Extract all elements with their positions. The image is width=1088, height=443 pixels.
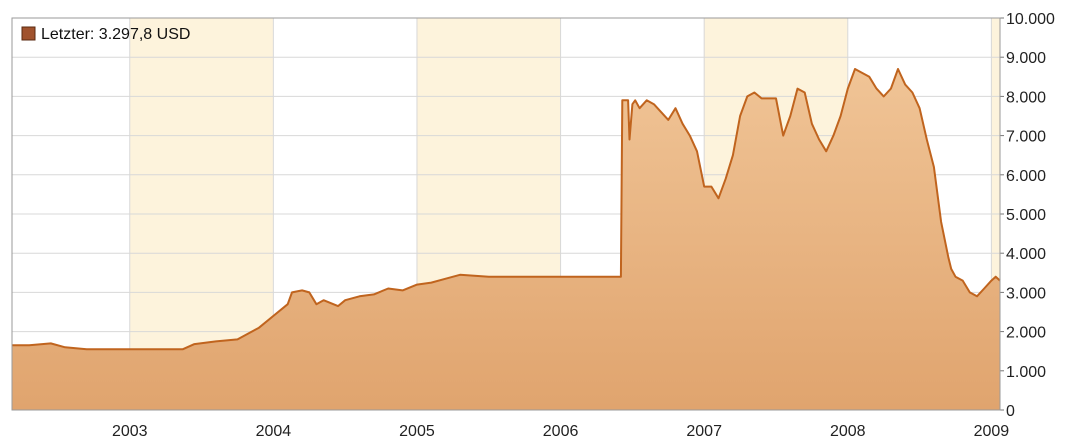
- plot-frame: [11, 17, 1001, 411]
- y-tick-label-1: 1.000: [1006, 364, 1046, 381]
- y-tick-label-9: 9.000: [1006, 50, 1046, 67]
- series-line: [12, 68, 1001, 351]
- area-fill: [12, 69, 1000, 410]
- x-tick-label-2005: 2005: [399, 423, 435, 440]
- x-tick-label-2009: 2009: [974, 423, 1010, 440]
- legend-label: Letzter: 3.297,8 USD: [41, 26, 190, 43]
- x-tick-label-2008: 2008: [830, 423, 866, 440]
- y-tick-label-5: 5.000: [1006, 207, 1046, 224]
- y-tick-label-10: 10.000: [1006, 11, 1055, 28]
- y-axis-tick-labels: 0 1.000 2.000 3.000 4.000 5.000 6.000 7.000 8.00…: [1000, 11, 1055, 420]
- y-tick-label-3: 3.000: [1006, 285, 1046, 302]
- y-tick-label-7: 7.000: [1006, 129, 1046, 146]
- x-tick-label-2003: 2003: [112, 423, 148, 440]
- legend-swatch: [21, 26, 36, 41]
- y-tick-label-2: 2.000: [1006, 325, 1046, 342]
- x-tick-label-2006: 2006: [543, 423, 579, 440]
- x-tick-label-2007: 2007: [686, 423, 722, 440]
- y-tick-label-0: 0: [1006, 403, 1015, 420]
- x-axis-tick-labels: 2003 2004 2005 2006 2007 2008 2009: [112, 423, 1009, 440]
- y-tick-label-6: 6.000: [1006, 168, 1046, 185]
- y-tick-label-4: 4.000: [1006, 246, 1046, 263]
- y-tick-label-8: 8.000: [1006, 89, 1046, 106]
- legend: Letzter: 3.297,8 USD: [21, 26, 190, 43]
- x-tick-label-2004: 2004: [256, 423, 292, 440]
